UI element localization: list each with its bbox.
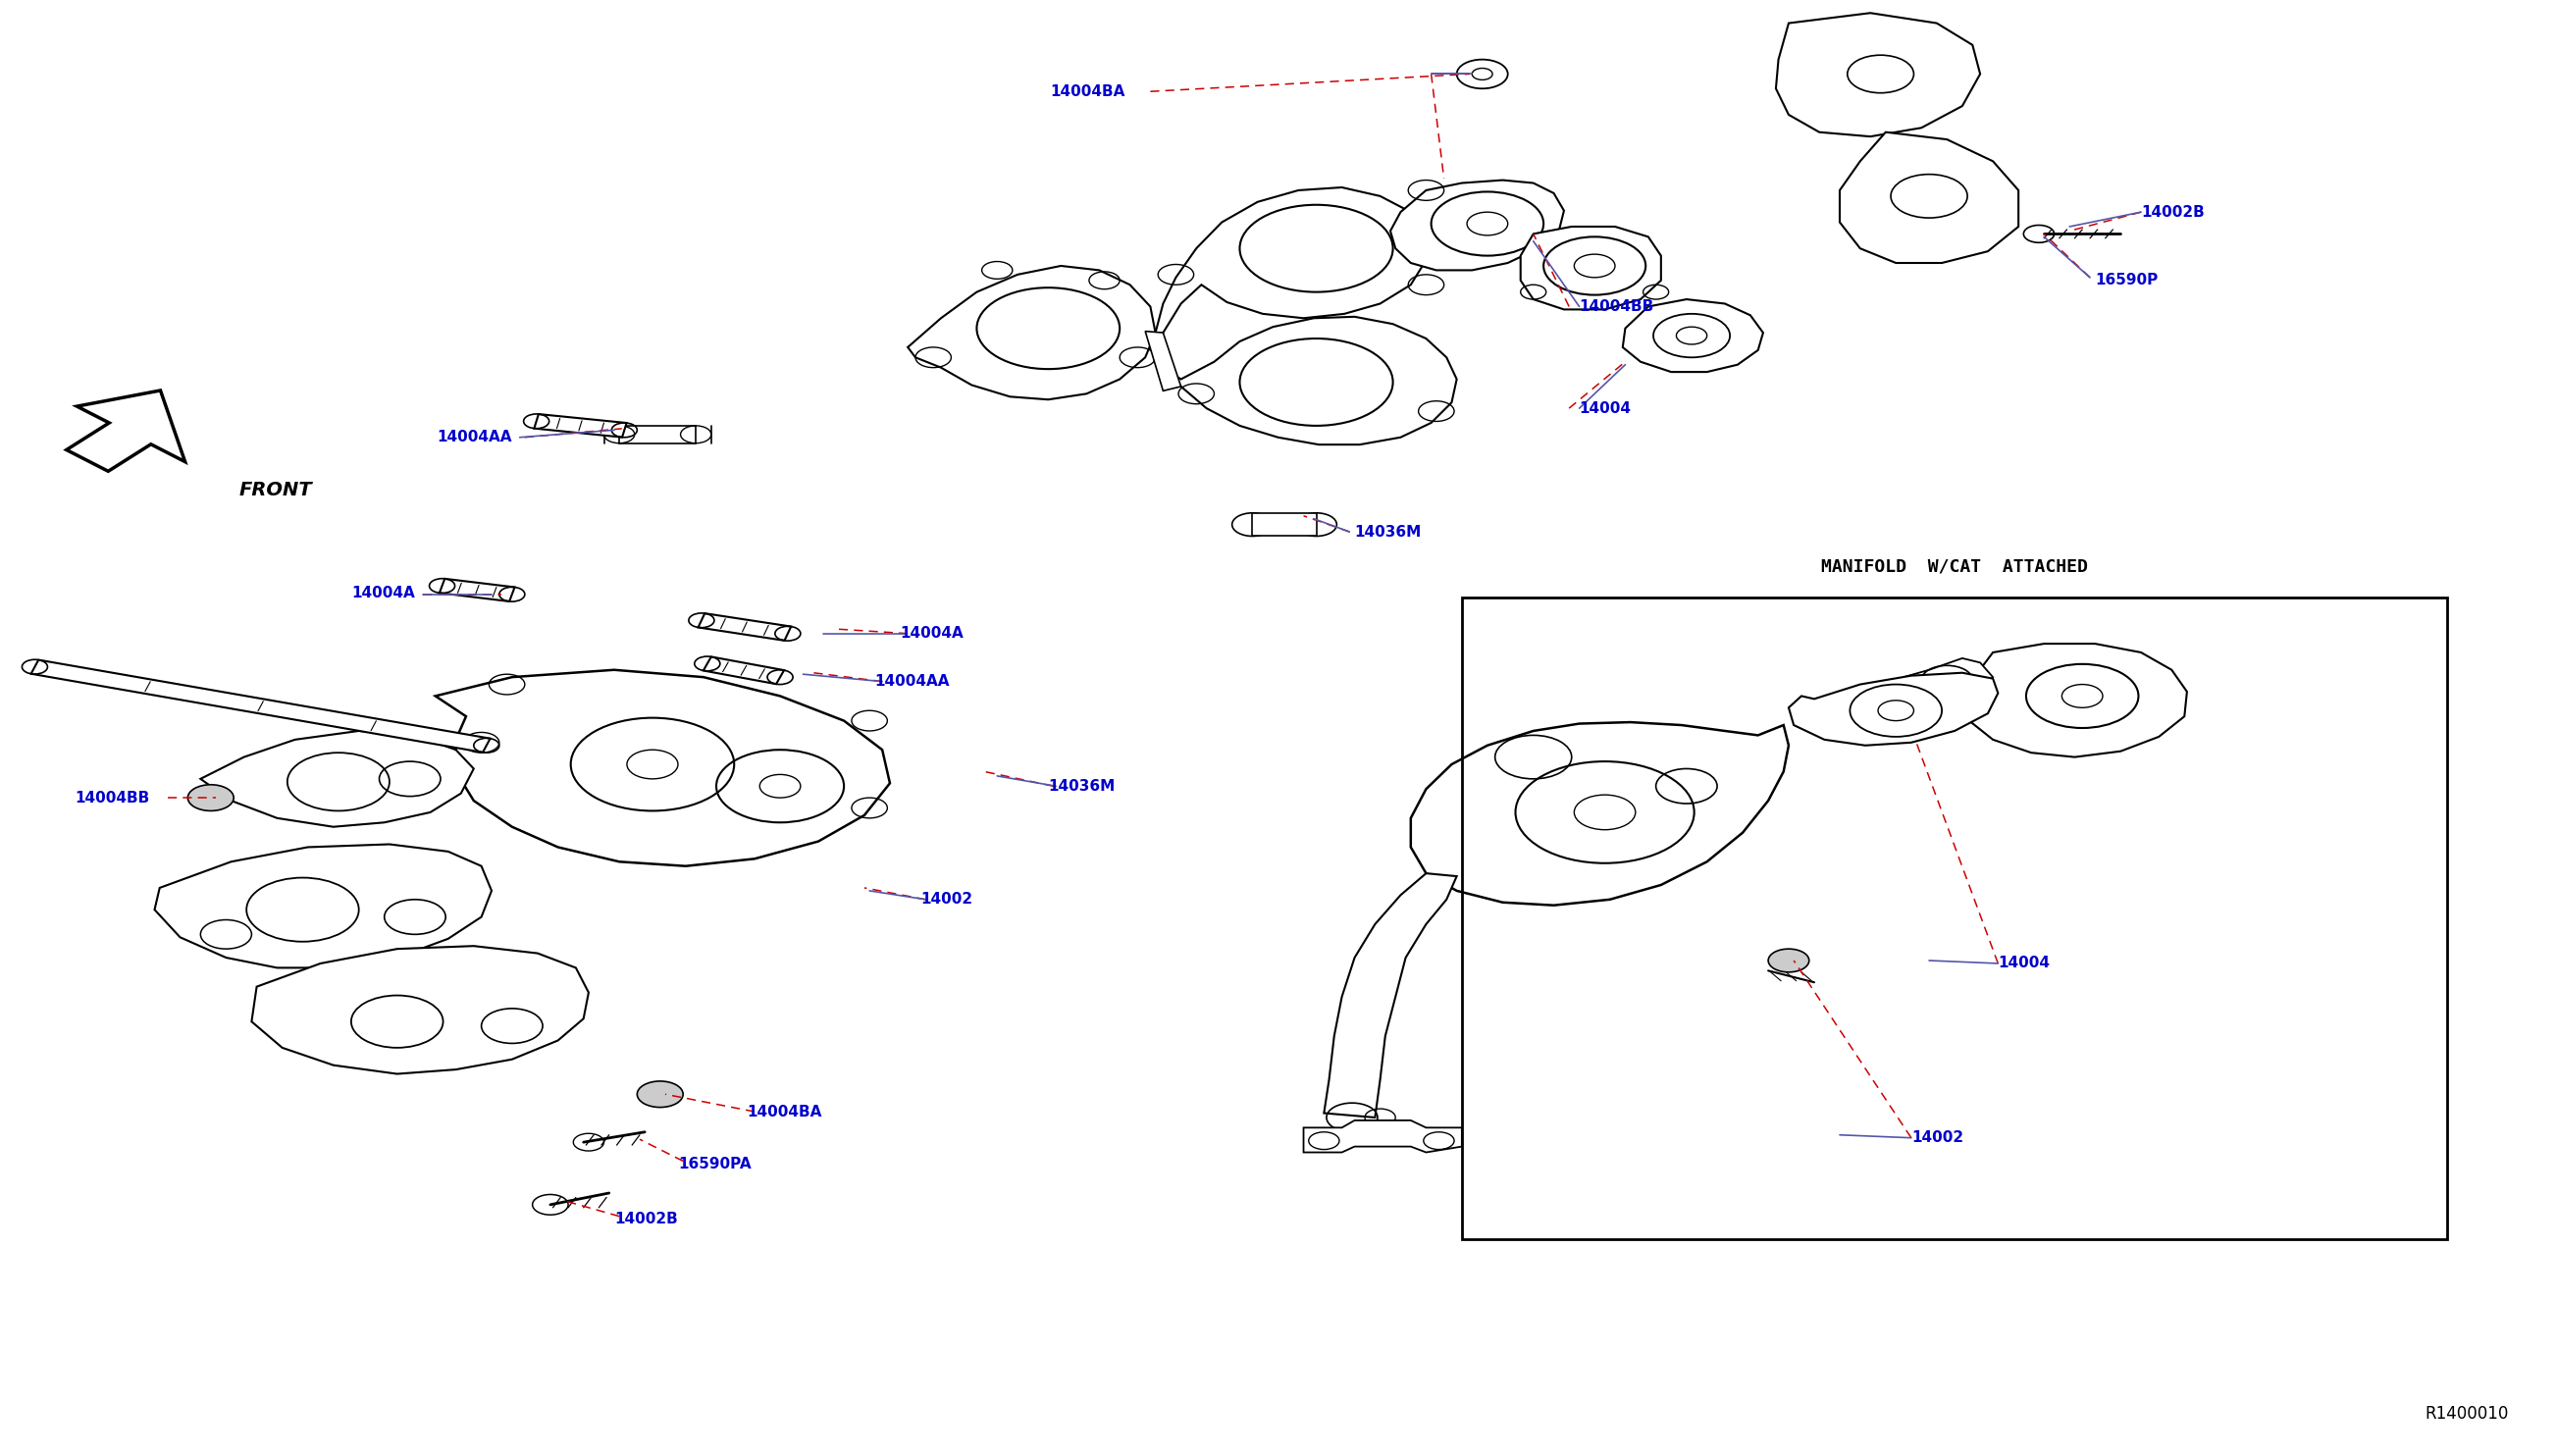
Text: R1400010: R1400010	[2426, 1405, 2507, 1423]
Text: 16590P: 16590P	[2096, 274, 2157, 288]
Polygon shape	[1155, 188, 1426, 333]
Polygon shape	[907, 266, 1155, 399]
Polygon shape	[1411, 722, 1789, 906]
Polygon shape	[440, 578, 514, 601]
Text: 14004BA: 14004BA	[746, 1104, 823, 1120]
Text: 14002B: 14002B	[2142, 205, 2203, 220]
Polygon shape	[1789, 673, 1999, 745]
Text: 14004BB: 14004BB	[1580, 298, 1654, 314]
Bar	[1462, 597, 2449, 1239]
Polygon shape	[1163, 317, 1457, 444]
Polygon shape	[1904, 658, 1994, 696]
Polygon shape	[1390, 181, 1564, 271]
Text: 14004A: 14004A	[900, 626, 964, 641]
Polygon shape	[153, 844, 491, 968]
Polygon shape	[534, 414, 626, 437]
Text: 14004BA: 14004BA	[1051, 84, 1125, 99]
Circle shape	[1769, 949, 1810, 973]
Polygon shape	[435, 670, 889, 866]
Polygon shape	[1324, 874, 1457, 1117]
Polygon shape	[1623, 300, 1764, 371]
Text: 14004: 14004	[1580, 400, 1631, 415]
Text: 14004AA: 14004AA	[874, 674, 951, 689]
Polygon shape	[703, 657, 785, 684]
Text: 14002B: 14002B	[613, 1211, 677, 1226]
Circle shape	[1296, 513, 1337, 536]
Text: 14004A: 14004A	[353, 585, 414, 600]
Circle shape	[1457, 60, 1508, 89]
Polygon shape	[1304, 1120, 1462, 1152]
Text: 14002: 14002	[1912, 1130, 1963, 1146]
Polygon shape	[1252, 513, 1316, 536]
Text: FRONT: FRONT	[238, 480, 312, 499]
Polygon shape	[1521, 227, 1661, 310]
Polygon shape	[31, 660, 491, 753]
Polygon shape	[698, 613, 790, 641]
Polygon shape	[1963, 644, 2188, 757]
Circle shape	[636, 1082, 682, 1108]
Text: 14002: 14002	[920, 893, 974, 907]
Polygon shape	[1840, 132, 2019, 264]
Polygon shape	[619, 425, 695, 443]
Text: MANIFOLD  W/CAT  ATTACHED: MANIFOLD W/CAT ATTACHED	[1822, 558, 2088, 575]
Text: 14036M: 14036M	[1355, 524, 1421, 539]
Polygon shape	[66, 390, 184, 472]
Polygon shape	[250, 946, 588, 1075]
Text: 14004AA: 14004AA	[437, 430, 511, 444]
Circle shape	[1232, 513, 1273, 536]
Text: 14004BB: 14004BB	[74, 791, 148, 805]
Text: 14036M: 14036M	[1048, 779, 1114, 794]
Text: 16590PA: 16590PA	[677, 1156, 751, 1171]
Text: 14004: 14004	[1999, 957, 2050, 971]
Polygon shape	[199, 731, 473, 827]
Circle shape	[187, 785, 233, 811]
Polygon shape	[1776, 13, 1981, 137]
Polygon shape	[1145, 332, 1181, 390]
